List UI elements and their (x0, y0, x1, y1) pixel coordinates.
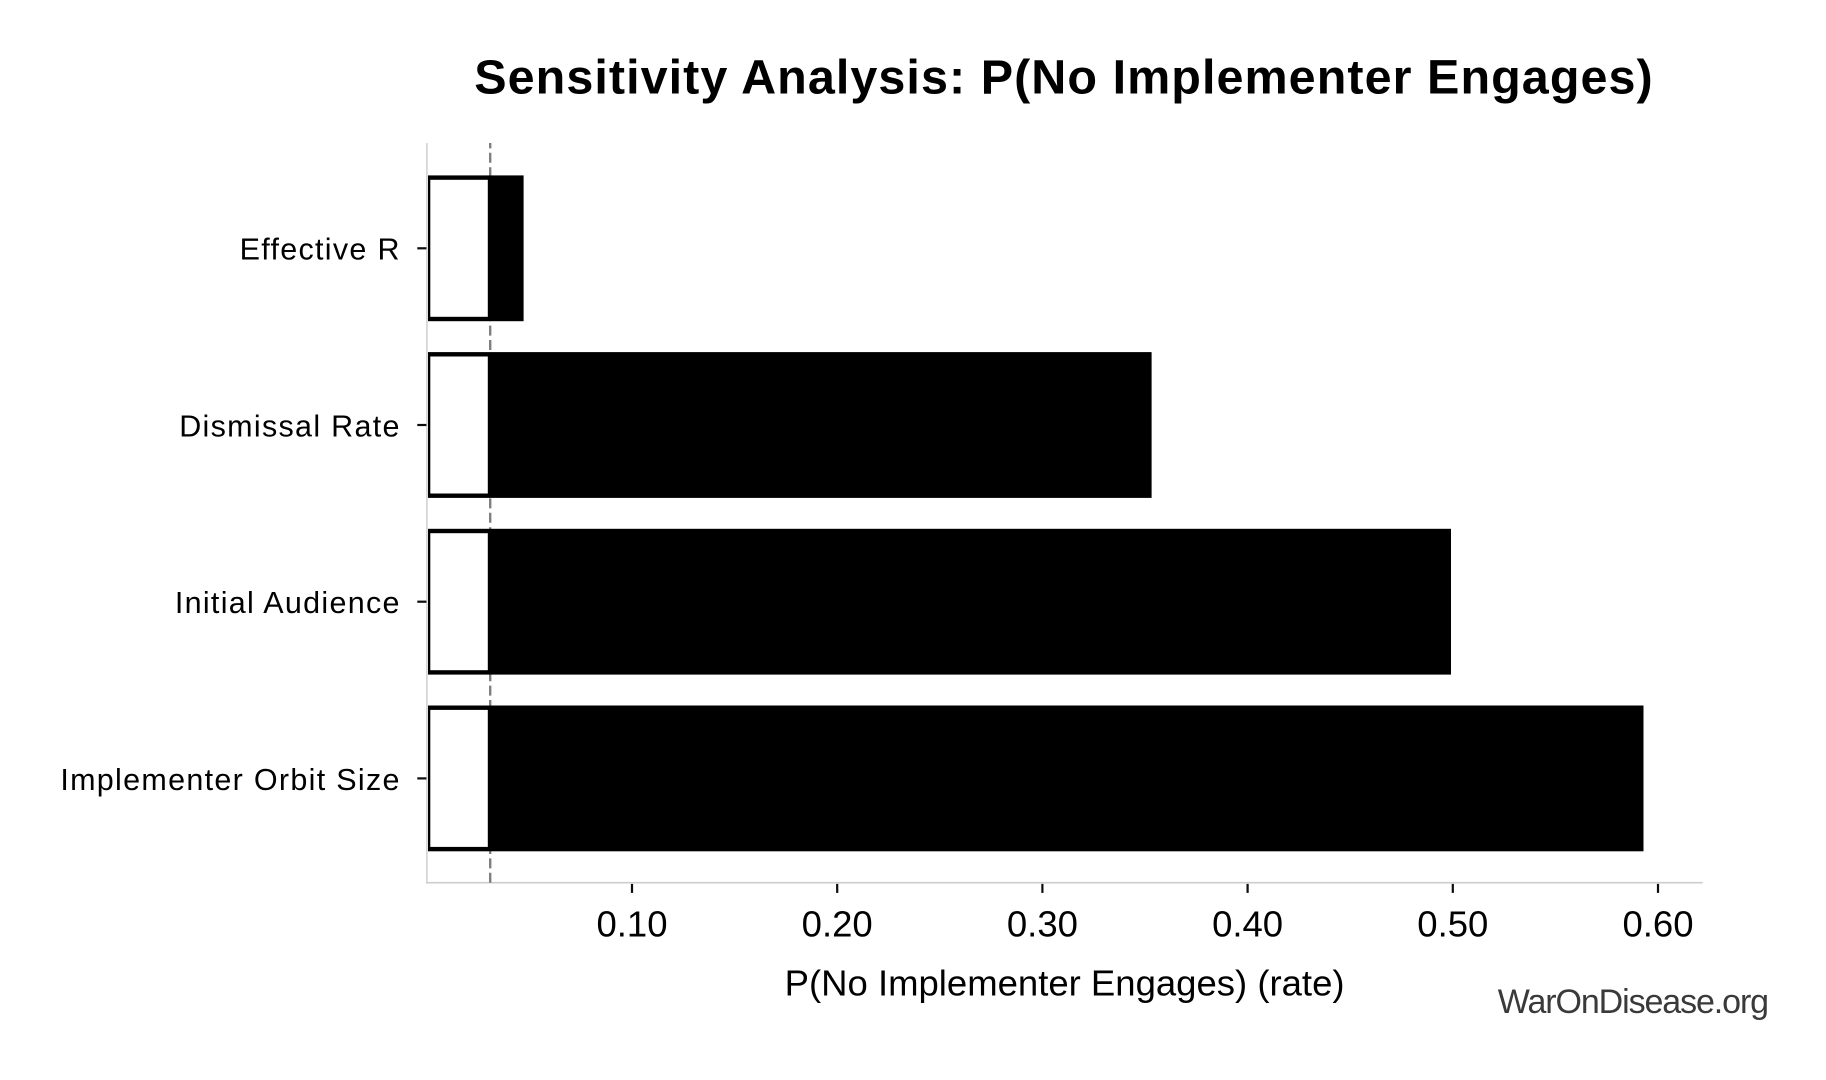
svg-text:P(No Implementer Engages) (rat: P(No Implementer Engages) (rate) (785, 963, 1345, 1004)
svg-text:Implementer Orbit Size: Implementer Orbit Size (60, 763, 400, 797)
svg-text:Sensitivity Analysis: P(No Imp: Sensitivity Analysis: P(No Implementer E… (474, 51, 1654, 105)
svg-text:0.20: 0.20 (802, 904, 873, 945)
svg-text:0.50: 0.50 (1417, 904, 1488, 945)
svg-text:WarOnDisease.org: WarOnDisease.org (1498, 983, 1768, 1021)
svg-text:0.40: 0.40 (1212, 904, 1283, 945)
svg-text:Dismissal Rate: Dismissal Rate (179, 409, 401, 443)
svg-text:0.10: 0.10 (596, 904, 667, 945)
svg-text:Initial Audience: Initial Audience (175, 586, 401, 620)
svg-text:Effective R: Effective R (240, 233, 401, 267)
svg-text:0.30: 0.30 (1007, 904, 1078, 945)
svg-text:0.60: 0.60 (1622, 904, 1693, 945)
